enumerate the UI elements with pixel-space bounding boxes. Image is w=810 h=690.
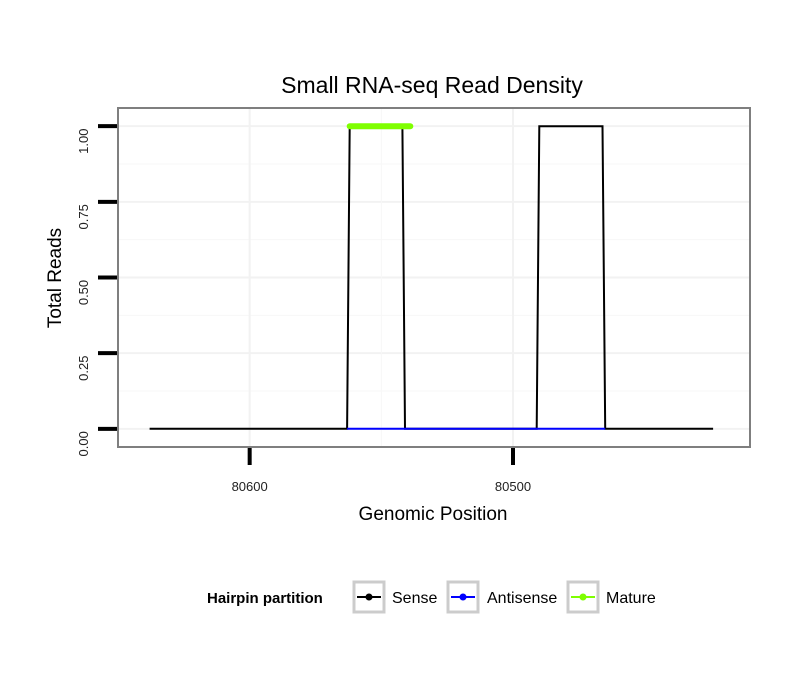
legend-dot-sense (365, 593, 373, 601)
legend-label-antisense: Antisense (487, 590, 557, 607)
legend-item-sense: Sense (352, 580, 437, 614)
x-axis-title: Genomic Position (359, 504, 508, 525)
y-tick-label: 1.00 (76, 129, 91, 154)
legend-item-antisense: Antisense (446, 580, 557, 614)
legend-label-sense: Sense (392, 590, 437, 607)
y-tick-label: 0.50 (76, 280, 91, 305)
x-tick-label: 80500 (495, 479, 531, 494)
chart-title: Small RNA-seq Read Density (281, 72, 583, 98)
y-tick-label: 0.25 (76, 356, 91, 381)
x-tick-label: 80600 (232, 479, 268, 494)
series-layer (149, 123, 714, 430)
legend-label-mature: Mature (606, 590, 656, 607)
plot-panel-border (117, 107, 751, 448)
legend-item-mature: Mature (566, 580, 656, 614)
grid-lines (118, 108, 750, 447)
y-axis-title: Total Reads (45, 228, 66, 328)
axis-ticks: 0.00 0.25 0.50 0.75 1.00 80600 80500 (76, 124, 531, 494)
legend-title: Hairpin partition (207, 590, 323, 607)
legend-dot-mature (579, 593, 587, 601)
y-tick-label: 0.75 (76, 204, 91, 229)
legend-dot-antisense (459, 593, 467, 601)
legend: Hairpin partition Sense Antisense Mature (207, 580, 656, 614)
y-tick-label: 0.00 (76, 431, 91, 456)
